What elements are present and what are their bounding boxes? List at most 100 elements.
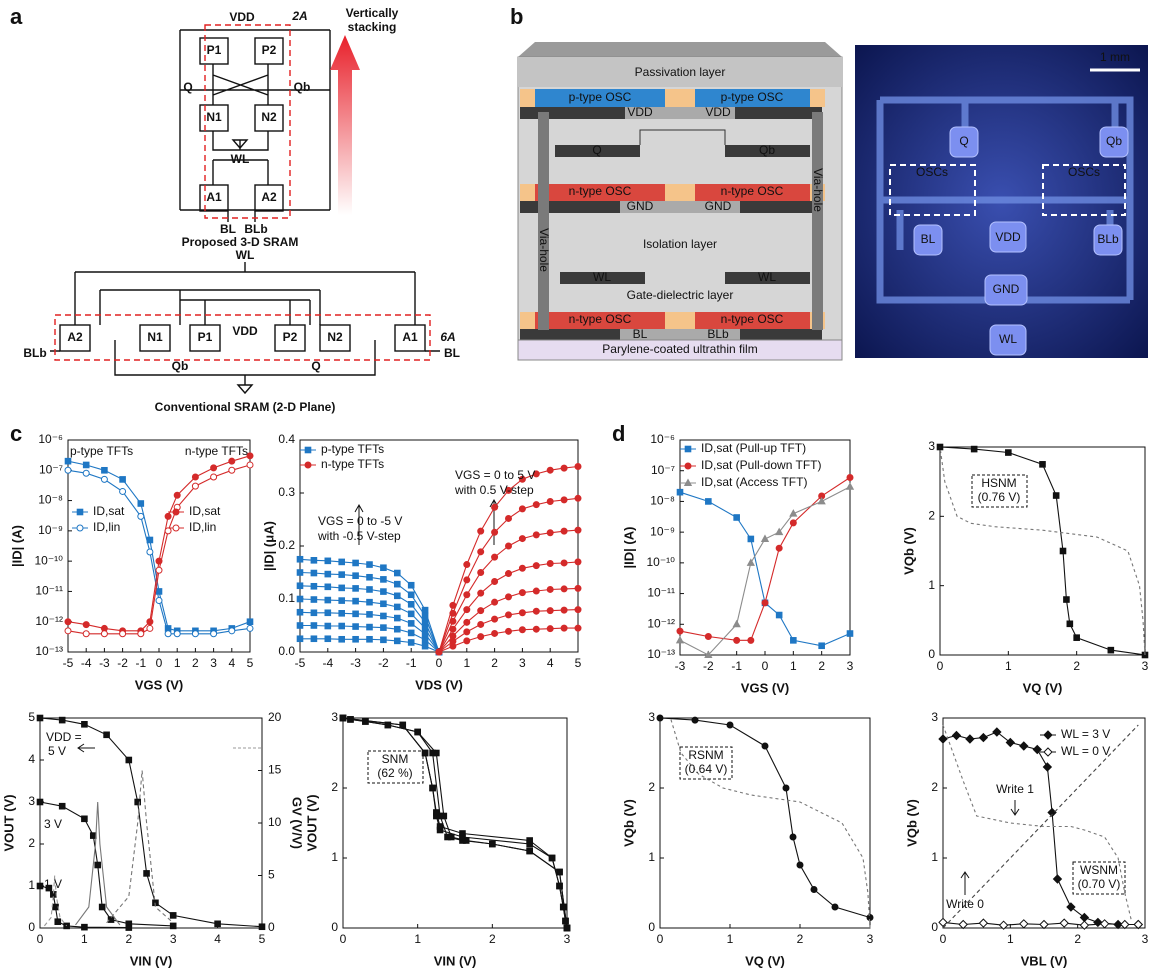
marker (450, 643, 456, 649)
marker (464, 562, 470, 568)
marker (762, 600, 768, 606)
x-tick-label: 4 (547, 656, 554, 670)
marker (297, 636, 303, 642)
series-line (40, 718, 262, 927)
marker (533, 502, 539, 508)
marker (519, 610, 525, 616)
y-axis-label: VOUT (V) (1, 794, 16, 851)
legend-label: ID,lin (93, 520, 120, 534)
marker (59, 717, 65, 723)
marker (211, 631, 217, 637)
marker (1121, 921, 1129, 929)
cross-section (518, 42, 842, 360)
marker (156, 567, 162, 573)
annotation: (62 %) (377, 766, 412, 780)
layer-label: BL (633, 327, 648, 341)
marker (547, 626, 553, 632)
x-tick-label: 3 (170, 932, 177, 946)
marker (108, 917, 114, 923)
x-axis-label: VIN (V) (434, 953, 477, 968)
y-tick-label: 5 (28, 710, 35, 724)
y-tick-label: 1 (648, 850, 655, 864)
marker (395, 570, 401, 576)
y-tick-label: 10⁻¹¹ (35, 584, 63, 598)
x-tick-label: 0 (37, 932, 44, 946)
marker (561, 528, 567, 534)
schematic-label: VDD (232, 324, 258, 338)
marker (811, 887, 817, 893)
y-tick-label: 10⁻⁹ (38, 523, 63, 537)
marker (434, 810, 440, 816)
x-tick-label: 0 (657, 932, 664, 946)
marker (448, 834, 454, 840)
figure: abcdVDD2AVerticallystackingP1P2QQbN1N2WL… (0, 0, 1155, 972)
marker (311, 610, 317, 616)
marker (422, 750, 428, 756)
y-tick-label: 10⁻⁷ (651, 463, 675, 477)
photo-label: VDD (995, 230, 1021, 244)
x-tick-label: 2 (1074, 932, 1081, 946)
layer-label: VDD (627, 105, 653, 119)
marker (1006, 450, 1012, 456)
x-tick-label: -4 (322, 656, 333, 670)
y-tick-label: 10⁻⁷ (39, 462, 63, 476)
schematic-label: Qb (172, 359, 189, 373)
marker (120, 631, 126, 637)
y-tick-label: 10⁻⁸ (38, 493, 63, 507)
schematic-label: P2 (262, 43, 277, 57)
series-line (680, 492, 850, 646)
schematic-label: 6A (440, 330, 455, 344)
marker (533, 608, 539, 614)
layer-label: p-type OSC (569, 90, 632, 104)
y-tick-label: 0 (648, 920, 655, 934)
y-axis-label: VQb (V) (621, 799, 636, 847)
x-tick-label: -1 (135, 656, 146, 670)
marker (381, 601, 387, 607)
marker (575, 559, 581, 565)
marker (1043, 763, 1051, 771)
legend-label: WL = 0 V (1061, 744, 1110, 758)
layer-label: Gate-dielectric layer (627, 288, 734, 302)
marker (297, 623, 303, 629)
marker (1064, 597, 1070, 603)
marker (311, 570, 317, 576)
legend-marker (305, 447, 311, 453)
marker (339, 559, 345, 565)
marker (247, 619, 253, 625)
marker (506, 594, 512, 600)
marker (367, 612, 373, 618)
marker (101, 631, 107, 637)
marker (120, 477, 126, 483)
marker (706, 499, 712, 505)
series-line (343, 718, 567, 928)
marker (952, 732, 960, 740)
annotation: VDD = (46, 730, 82, 744)
y-tick-label: 0.1 (278, 591, 295, 605)
x-axis-label: VIN (V) (130, 953, 173, 968)
marker (65, 628, 71, 634)
marker (734, 515, 740, 521)
marker (311, 583, 317, 589)
marker (367, 599, 373, 605)
marker (147, 625, 153, 631)
x-tick-label: 3 (1142, 659, 1149, 673)
legend-label: ID,sat (93, 504, 125, 518)
schematic-label: A2 (261, 190, 277, 204)
marker (460, 831, 466, 837)
plot-frame (343, 718, 567, 928)
marker (353, 611, 359, 617)
marker (450, 618, 456, 624)
marker (297, 596, 303, 602)
series-line (68, 470, 250, 634)
marker (400, 722, 406, 728)
marker (126, 757, 132, 763)
y-tick-label: 10⁻¹³ (35, 644, 63, 658)
x-tick-label: -3 (675, 659, 686, 673)
x-axis-label: VQ (V) (745, 953, 785, 968)
marker (436, 649, 442, 655)
marker (727, 722, 733, 728)
marker (464, 619, 470, 625)
marker (367, 587, 373, 593)
y-tick-label: 3 (931, 710, 938, 724)
x-tick-label: 3 (564, 932, 571, 946)
